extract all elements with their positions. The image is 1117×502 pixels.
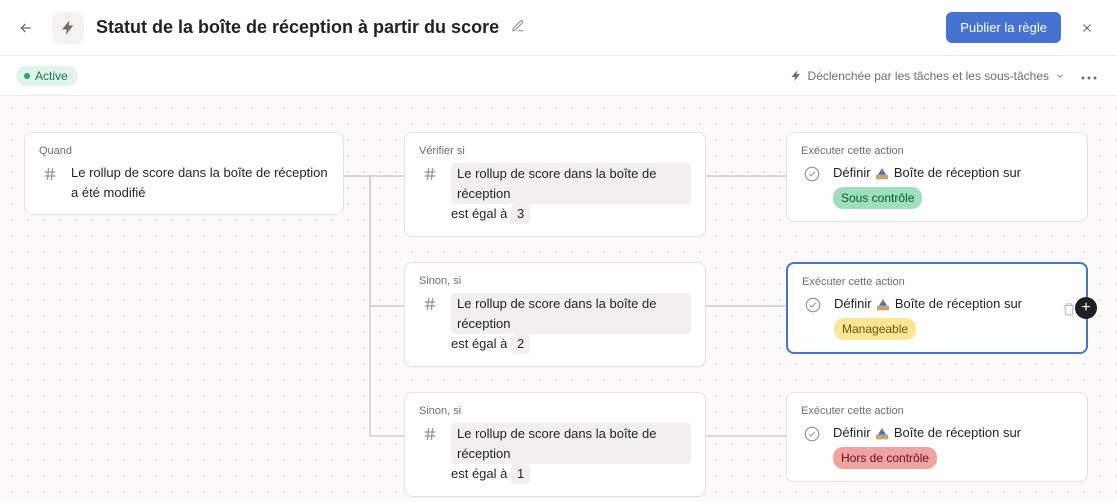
value-chip: 2 xyxy=(511,334,530,354)
operator-text: est égal à xyxy=(451,336,507,351)
action-label: Exécuter cette action xyxy=(801,145,1073,157)
status-value-chip: Hors de contrôle xyxy=(833,447,937,469)
hash-icon xyxy=(419,423,441,445)
sub-toolbar: Active Déclenchée par les tâches et les … xyxy=(0,56,1117,96)
condition-text: Le rollup de score dans la boîte de réce… xyxy=(451,293,691,354)
field-chip: Le rollup de score dans la boîte de réce… xyxy=(451,293,691,334)
trigger-scope-label: Déclenchée par les tâches et les sous-tâ… xyxy=(808,69,1049,83)
action-prefix: Définir xyxy=(834,296,872,311)
value-chip: 3 xyxy=(511,204,530,224)
action-text: Définir Boîte de réception sur Manageable xyxy=(834,294,1022,340)
publish-button[interactable]: Publier la règle xyxy=(946,12,1061,43)
action-node[interactable]: Exécuter cette action Définir Boîte de ré… xyxy=(786,132,1088,222)
action-text: Définir Boîte de réception sur Hors de co… xyxy=(833,423,1021,469)
condition-text: Le rollup de score dans la boîte de réce… xyxy=(451,423,691,484)
condition-label: Vérifier si xyxy=(419,145,691,157)
field-chip: Le rollup de score dans la boîte de réce… xyxy=(451,423,691,464)
action-field: Boîte de réception sur xyxy=(894,165,1021,180)
hash-icon xyxy=(419,163,441,185)
trigger-text: Le rollup de score dans la boîte de réce… xyxy=(71,163,329,202)
operator-text: est égal à xyxy=(451,466,507,481)
value-chip: 1 xyxy=(511,464,530,484)
chevron-down-icon xyxy=(1055,71,1065,81)
action-field: Boîte de réception sur xyxy=(894,425,1021,440)
status-badge: Active xyxy=(16,66,78,86)
condition-label: Sinon, si xyxy=(419,405,691,417)
action-prefix: Définir xyxy=(833,165,871,180)
condition-node[interactable]: Sinon, si Le rollup de score dans la boît… xyxy=(404,262,706,367)
status-value-chip: Sous contrôle xyxy=(833,187,922,209)
check-circle-icon xyxy=(802,294,824,316)
condition-text: Le rollup de score dans la boîte de réce… xyxy=(451,163,691,224)
condition-node[interactable]: Sinon, si Le rollup de score dans la boît… xyxy=(404,392,706,497)
header-bar: Statut de la boîte de réception à partir… xyxy=(0,0,1117,56)
condition-label: Sinon, si xyxy=(419,275,691,287)
rule-canvas[interactable]: Quand Le rollup de score dans la boîte d… xyxy=(0,96,1117,502)
delete-action-icon[interactable] xyxy=(1062,302,1076,319)
status-badge-label: Active xyxy=(35,69,68,83)
action-node[interactable]: Exécuter cette action Définir Boîte de ré… xyxy=(786,392,1088,482)
rule-icon xyxy=(52,12,84,44)
operator-text: est égal à xyxy=(451,206,507,221)
condition-node[interactable]: Vérifier si Le rollup de score dans la bo… xyxy=(404,132,706,237)
field-chip: Le rollup de score dans la boîte de réce… xyxy=(451,163,691,204)
trigger-label: Quand xyxy=(39,145,329,157)
close-button[interactable] xyxy=(1073,14,1101,42)
status-value-chip: Manageable xyxy=(834,318,916,340)
page-title: Statut de la boîte de réception à partir… xyxy=(96,17,499,38)
back-button[interactable] xyxy=(12,14,40,42)
add-node-button[interactable]: + xyxy=(1075,297,1097,319)
check-circle-icon xyxy=(801,163,823,185)
edit-title-icon[interactable] xyxy=(511,19,525,36)
action-node[interactable]: Exécuter cette action Définir Boîte de ré… xyxy=(786,262,1088,354)
check-circle-icon xyxy=(801,423,823,445)
action-text: Définir Boîte de réception sur Sous contr… xyxy=(833,163,1021,209)
action-label: Exécuter cette action xyxy=(802,276,1072,288)
hash-icon xyxy=(39,163,61,185)
action-field: Boîte de réception sur xyxy=(895,296,1022,311)
lightning-icon xyxy=(790,70,802,82)
trigger-scope-dropdown[interactable]: Déclenchée par les tâches et les sous-tâ… xyxy=(790,69,1065,83)
trigger-node[interactable]: Quand Le rollup de score dans la boîte d… xyxy=(24,132,344,215)
hash-icon xyxy=(419,293,441,315)
more-menu-button[interactable] xyxy=(1077,68,1101,83)
action-label: Exécuter cette action xyxy=(801,405,1073,417)
action-prefix: Définir xyxy=(833,425,871,440)
